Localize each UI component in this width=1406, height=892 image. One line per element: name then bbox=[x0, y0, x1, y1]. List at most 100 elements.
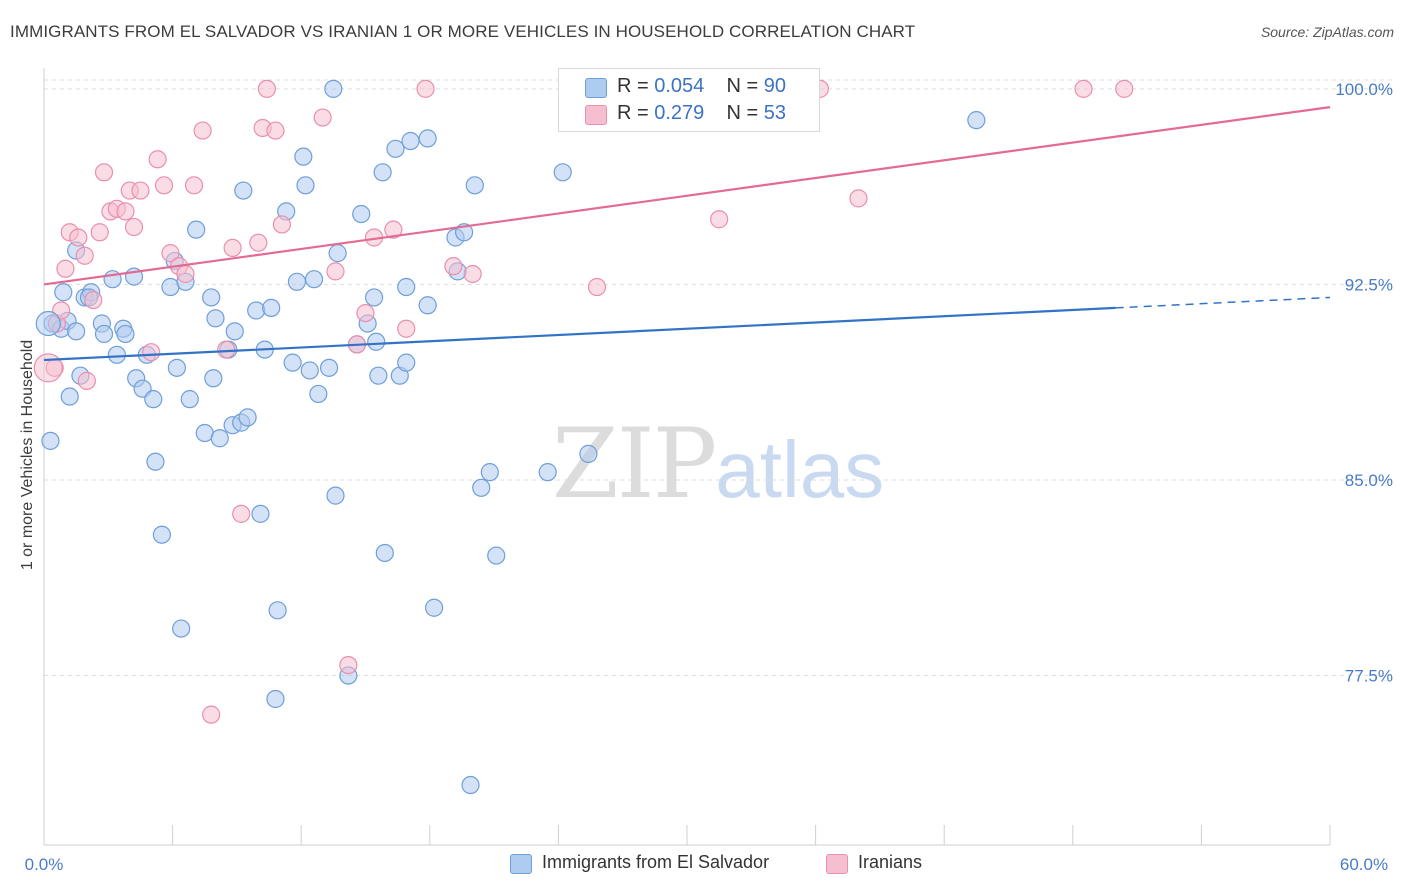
el-salvador-point bbox=[304, 270, 324, 289]
iranian-point bbox=[77, 371, 96, 390]
iranian-point bbox=[124, 217, 144, 237]
el-salvador-point bbox=[35, 310, 61, 337]
el-salvador-point bbox=[309, 384, 328, 404]
x-tick-label-left: 0.0% bbox=[25, 855, 64, 874]
el-salvador-point bbox=[472, 478, 491, 497]
iranian-point bbox=[1074, 79, 1093, 98]
el-salvador-point bbox=[262, 298, 281, 317]
el-salvador-point bbox=[180, 390, 199, 409]
el-salvador-point bbox=[487, 546, 506, 565]
iranian-point bbox=[1115, 79, 1134, 98]
el-salvador-point bbox=[401, 131, 420, 151]
legend-r-label: R = bbox=[617, 75, 649, 97]
iranian-point bbox=[154, 176, 174, 195]
el-salvador-point bbox=[352, 204, 371, 224]
iranian-point bbox=[193, 121, 212, 140]
el-salvador-point bbox=[967, 111, 986, 130]
el-salvador-point bbox=[172, 619, 191, 638]
el-salvador-point bbox=[247, 301, 266, 320]
el-salvador-point bbox=[386, 139, 405, 158]
iranian-point bbox=[313, 108, 332, 127]
el-salvador-point bbox=[397, 353, 416, 372]
el-salvador-point bbox=[94, 324, 114, 344]
el-salvador-point bbox=[167, 358, 186, 377]
el-salvador-point bbox=[202, 288, 221, 307]
iranian-point bbox=[463, 264, 482, 284]
iranian-trendline bbox=[43, 106, 1331, 286]
el-salvador-point bbox=[461, 775, 480, 795]
iranian-point bbox=[84, 290, 103, 310]
el-salvador-point bbox=[364, 288, 384, 307]
iranian-point bbox=[356, 303, 375, 323]
iranian-point bbox=[339, 655, 358, 675]
iranian-point bbox=[416, 79, 435, 98]
el-salvador-point bbox=[204, 369, 223, 388]
el-salvador-point bbox=[319, 358, 339, 377]
el-salvador-point bbox=[238, 408, 257, 427]
iranian-point bbox=[217, 340, 236, 359]
y-tick-label: 100.0% bbox=[1335, 80, 1393, 99]
el-salvador-point bbox=[152, 525, 171, 544]
iranian-point bbox=[232, 504, 251, 523]
el-salvador-point bbox=[424, 598, 444, 617]
el-salvador-point bbox=[538, 463, 557, 482]
iranian-point bbox=[710, 210, 729, 229]
legend-swatch-pink bbox=[826, 854, 848, 874]
el-salvador-point bbox=[418, 129, 437, 148]
y-tick-label: 77.5% bbox=[1345, 667, 1393, 686]
iranian-point bbox=[326, 262, 345, 281]
iranian-point bbox=[69, 228, 88, 247]
el-salvador-point bbox=[465, 176, 484, 195]
el-salvador-trendline-extension bbox=[1115, 296, 1331, 309]
el-salvador-point bbox=[397, 277, 416, 297]
iranian-point bbox=[397, 319, 416, 338]
el-salvador-point bbox=[116, 324, 135, 344]
chart-title: IMMIGRANTS FROM EL SALVADOR VS IRANIAN 1… bbox=[10, 22, 916, 41]
el-salvador-point bbox=[60, 387, 79, 406]
el-salvador-point bbox=[328, 244, 347, 263]
el-salvador-point bbox=[146, 452, 165, 471]
el-salvador-point bbox=[480, 463, 499, 482]
el-salvador-point bbox=[553, 163, 572, 182]
el-salvador-point bbox=[225, 322, 244, 341]
legend-label: Iranians bbox=[858, 852, 923, 872]
x-tick-label-right: 60.0% bbox=[1340, 855, 1388, 874]
legend-n-label: N = bbox=[726, 75, 759, 97]
el-salvador-point bbox=[287, 272, 307, 291]
el-salvador-point bbox=[579, 444, 598, 463]
el-salvador-point bbox=[107, 345, 126, 364]
el-salvador-point bbox=[41, 431, 60, 450]
iranian-point bbox=[223, 238, 242, 258]
iranian-point bbox=[384, 220, 403, 239]
el-salvador-point bbox=[367, 332, 386, 351]
iranian-point bbox=[272, 215, 292, 234]
source-label: Source: ZipAtlas.com bbox=[1260, 24, 1394, 40]
y-tick-label: 85.0% bbox=[1345, 471, 1393, 490]
el-salvador-point bbox=[54, 283, 73, 302]
iranian-point bbox=[75, 246, 94, 265]
legend-label: Immigrants from El Salvador bbox=[542, 852, 770, 872]
el-salvador-point bbox=[283, 353, 302, 372]
iranian-point bbox=[116, 202, 135, 221]
el-salvador-point bbox=[294, 147, 313, 166]
legend-r-value: 0.054 bbox=[654, 75, 705, 97]
el-salvador-point bbox=[266, 689, 285, 709]
iranian-point bbox=[202, 705, 221, 724]
iranian-point bbox=[587, 277, 607, 297]
iranian-point bbox=[176, 264, 195, 284]
el-salvador-point bbox=[67, 322, 86, 341]
el-salvador-point bbox=[369, 366, 388, 385]
iranian-point bbox=[257, 79, 277, 98]
legend-swatch-blue bbox=[510, 854, 532, 874]
el-salvador-point bbox=[418, 296, 437, 315]
iranian-point bbox=[444, 257, 463, 276]
el-salvador-point bbox=[251, 504, 270, 523]
series-legend: Immigrants from El Salvador Iranians bbox=[0, 852, 1406, 878]
iranian-point bbox=[56, 259, 75, 278]
iranian-point bbox=[184, 176, 204, 195]
watermark: ZIPatlas bbox=[552, 408, 884, 520]
el-salvador-point bbox=[187, 220, 206, 239]
iranian-point bbox=[142, 343, 161, 362]
el-salvador-point bbox=[375, 543, 394, 563]
